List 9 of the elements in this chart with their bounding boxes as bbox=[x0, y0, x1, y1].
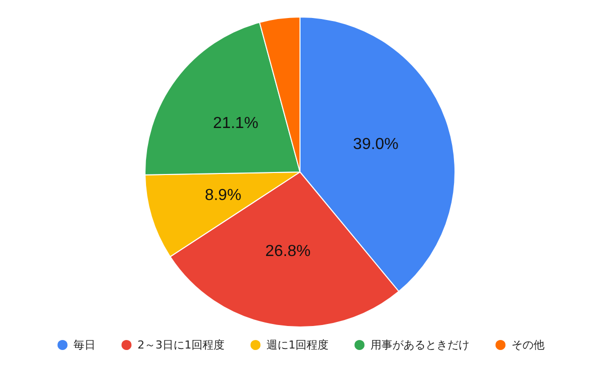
data-label: 8.9% bbox=[204, 187, 242, 204]
data-label: 21.1% bbox=[212, 115, 258, 132]
legend-label: その他 bbox=[511, 338, 544, 352]
legend-label: 2～3日に1回程度 bbox=[138, 338, 225, 352]
data-label: 26.8% bbox=[265, 243, 311, 260]
legend-label: 毎日 bbox=[74, 338, 96, 352]
legend-label: 週に1回程度 bbox=[266, 338, 328, 352]
data-label: 39.0% bbox=[353, 136, 398, 154]
legend-label: 用事があるときだけ bbox=[370, 338, 470, 352]
